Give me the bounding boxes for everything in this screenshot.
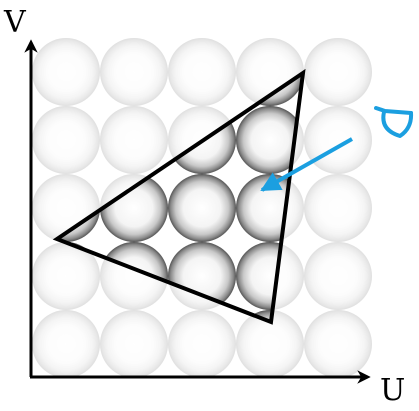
texture-sphere xyxy=(304,106,372,174)
mapped-triangle xyxy=(52,68,306,325)
texture-sphere xyxy=(100,38,168,106)
v-axis-label: V xyxy=(3,5,27,40)
eye-icon xyxy=(374,106,414,138)
texture-sphere xyxy=(304,242,372,310)
u-axis-label: U xyxy=(380,373,405,408)
texture-sphere xyxy=(32,38,100,106)
texture-sphere xyxy=(304,174,372,242)
texture-sphere xyxy=(32,106,100,174)
texture-sphere xyxy=(168,38,236,106)
texture-sphere xyxy=(168,310,236,378)
texture-sphere xyxy=(100,106,168,174)
texture-sphere xyxy=(32,242,100,310)
texture-sphere xyxy=(304,38,372,106)
view-direction-arrow xyxy=(260,137,353,192)
texture-sphere xyxy=(32,310,100,378)
sampled-sphere xyxy=(168,174,236,242)
texture-sphere xyxy=(236,310,304,378)
texture-sphere xyxy=(304,310,372,378)
texture-sphere xyxy=(100,310,168,378)
sampled-sphere xyxy=(236,106,303,174)
